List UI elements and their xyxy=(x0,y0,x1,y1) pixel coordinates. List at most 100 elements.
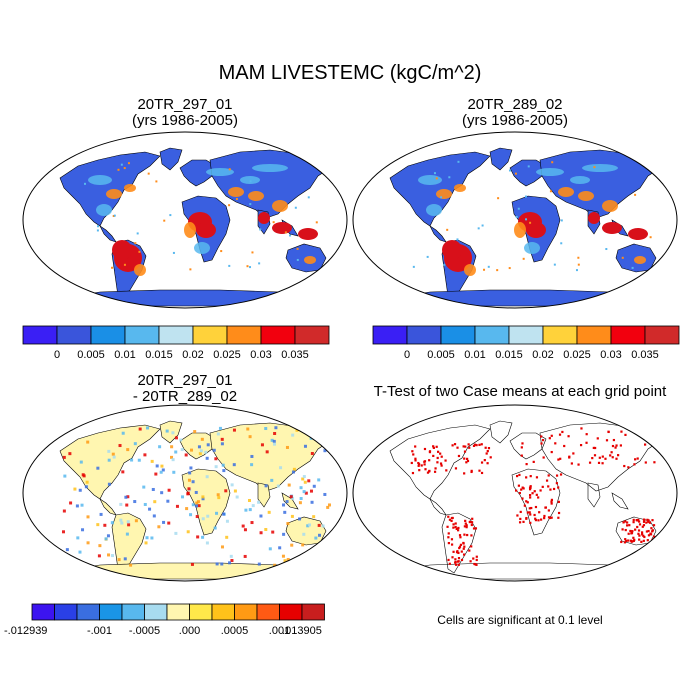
grid-cell xyxy=(160,464,164,468)
significant-cell xyxy=(478,469,481,472)
mid-value-region xyxy=(578,191,594,201)
grid-cell xyxy=(302,490,306,494)
grid-cell xyxy=(169,214,172,217)
grid-cell xyxy=(86,440,90,444)
grid-cell xyxy=(514,172,517,175)
significant-cell xyxy=(611,456,614,459)
significant-cell xyxy=(588,461,592,464)
grid-cell xyxy=(264,427,268,431)
grid-cell xyxy=(196,535,200,539)
significant-cell xyxy=(432,454,435,458)
grid-cell xyxy=(250,463,254,467)
colorbar-swatch xyxy=(226,325,262,345)
grid-cell xyxy=(214,457,218,461)
grid-cell xyxy=(302,475,306,479)
grid-cell xyxy=(126,520,130,524)
colorbar-swatch xyxy=(90,325,126,345)
grid-cell xyxy=(560,242,563,245)
colorbar-swatch xyxy=(76,603,100,621)
grid-cell xyxy=(111,266,114,269)
mid-value-region xyxy=(106,189,122,199)
grid-cell xyxy=(228,168,231,171)
grid-cell xyxy=(291,470,295,474)
significant-cell xyxy=(559,473,563,476)
colorbar-swatch xyxy=(189,603,213,621)
significant-cell xyxy=(428,469,431,473)
grid-cell xyxy=(186,491,190,495)
continent-europe xyxy=(509,159,547,187)
significant-cell xyxy=(470,534,473,537)
grid-cell xyxy=(68,452,72,456)
grid-cell xyxy=(147,172,150,175)
grid-cell xyxy=(251,251,254,254)
significant-cell xyxy=(529,475,532,478)
grid-cell xyxy=(296,258,299,261)
panel-title-bottom-left: 20TR_297_01 - 20TR_289_02 xyxy=(20,373,350,405)
grid-cell xyxy=(301,543,305,547)
grid-cell xyxy=(134,242,137,245)
significant-cell xyxy=(458,545,462,548)
colorbar-swatch xyxy=(406,325,442,345)
significant-cell xyxy=(653,442,656,446)
colorbar-label: .0005 xyxy=(221,625,249,637)
grid-cell xyxy=(112,455,116,459)
significant-cell xyxy=(638,538,641,541)
grid-cell xyxy=(235,495,239,499)
significant-cell xyxy=(472,527,476,530)
significant-cell xyxy=(557,458,560,461)
grid-cell xyxy=(225,535,229,539)
colorbar-swatch xyxy=(508,325,544,345)
grid-cell xyxy=(305,552,309,556)
grid-cell xyxy=(82,474,86,478)
map-bottom-right xyxy=(352,404,678,582)
significant-cell xyxy=(550,498,554,501)
significant-cell xyxy=(463,472,466,475)
significant-cell xyxy=(620,540,623,544)
grid-cell xyxy=(433,172,436,175)
continent-india xyxy=(587,482,601,508)
grid-cell xyxy=(107,482,111,486)
grid-cell xyxy=(264,528,268,532)
grid-cell xyxy=(301,477,305,481)
grid-cell xyxy=(272,221,275,224)
significant-cell xyxy=(653,461,656,464)
significant-cell xyxy=(520,454,523,457)
grid-cell xyxy=(305,428,309,432)
grid-cell xyxy=(73,487,77,491)
ocean xyxy=(353,405,677,581)
significant-cell xyxy=(519,517,522,521)
grid-cell xyxy=(137,458,141,462)
grid-cell xyxy=(215,511,219,515)
low-value-region xyxy=(96,204,112,216)
significant-cell xyxy=(465,526,468,529)
grid-cell xyxy=(259,514,263,518)
significant-cell xyxy=(487,447,491,450)
mid-value-region xyxy=(134,264,146,276)
grid-cell xyxy=(213,526,217,530)
grid-cell xyxy=(113,214,116,217)
significant-cell xyxy=(432,445,435,448)
significant-cell xyxy=(418,469,421,472)
significant-cell xyxy=(473,562,476,566)
significant-cell xyxy=(620,430,623,433)
grid-cell xyxy=(96,466,100,470)
grid-cell xyxy=(307,564,311,568)
significant-cell xyxy=(640,540,643,543)
colorbar-swatch xyxy=(56,325,92,345)
grid-cell xyxy=(155,464,159,468)
significant-cell xyxy=(614,446,617,449)
grid-cell xyxy=(78,488,82,492)
grid-cell xyxy=(272,442,276,446)
grid-cell xyxy=(259,531,263,535)
grid-cell xyxy=(524,195,527,198)
significant-cell xyxy=(522,520,525,523)
grid-cell xyxy=(257,562,261,566)
map-frame xyxy=(352,131,678,309)
grid-cell xyxy=(201,517,205,521)
grid-cell xyxy=(457,160,460,163)
grid-cell xyxy=(292,467,296,471)
grid-cell xyxy=(174,531,178,535)
colorbar-label: 0.03 xyxy=(250,349,271,361)
grid-cell xyxy=(190,562,194,566)
grid-cell xyxy=(456,238,459,241)
